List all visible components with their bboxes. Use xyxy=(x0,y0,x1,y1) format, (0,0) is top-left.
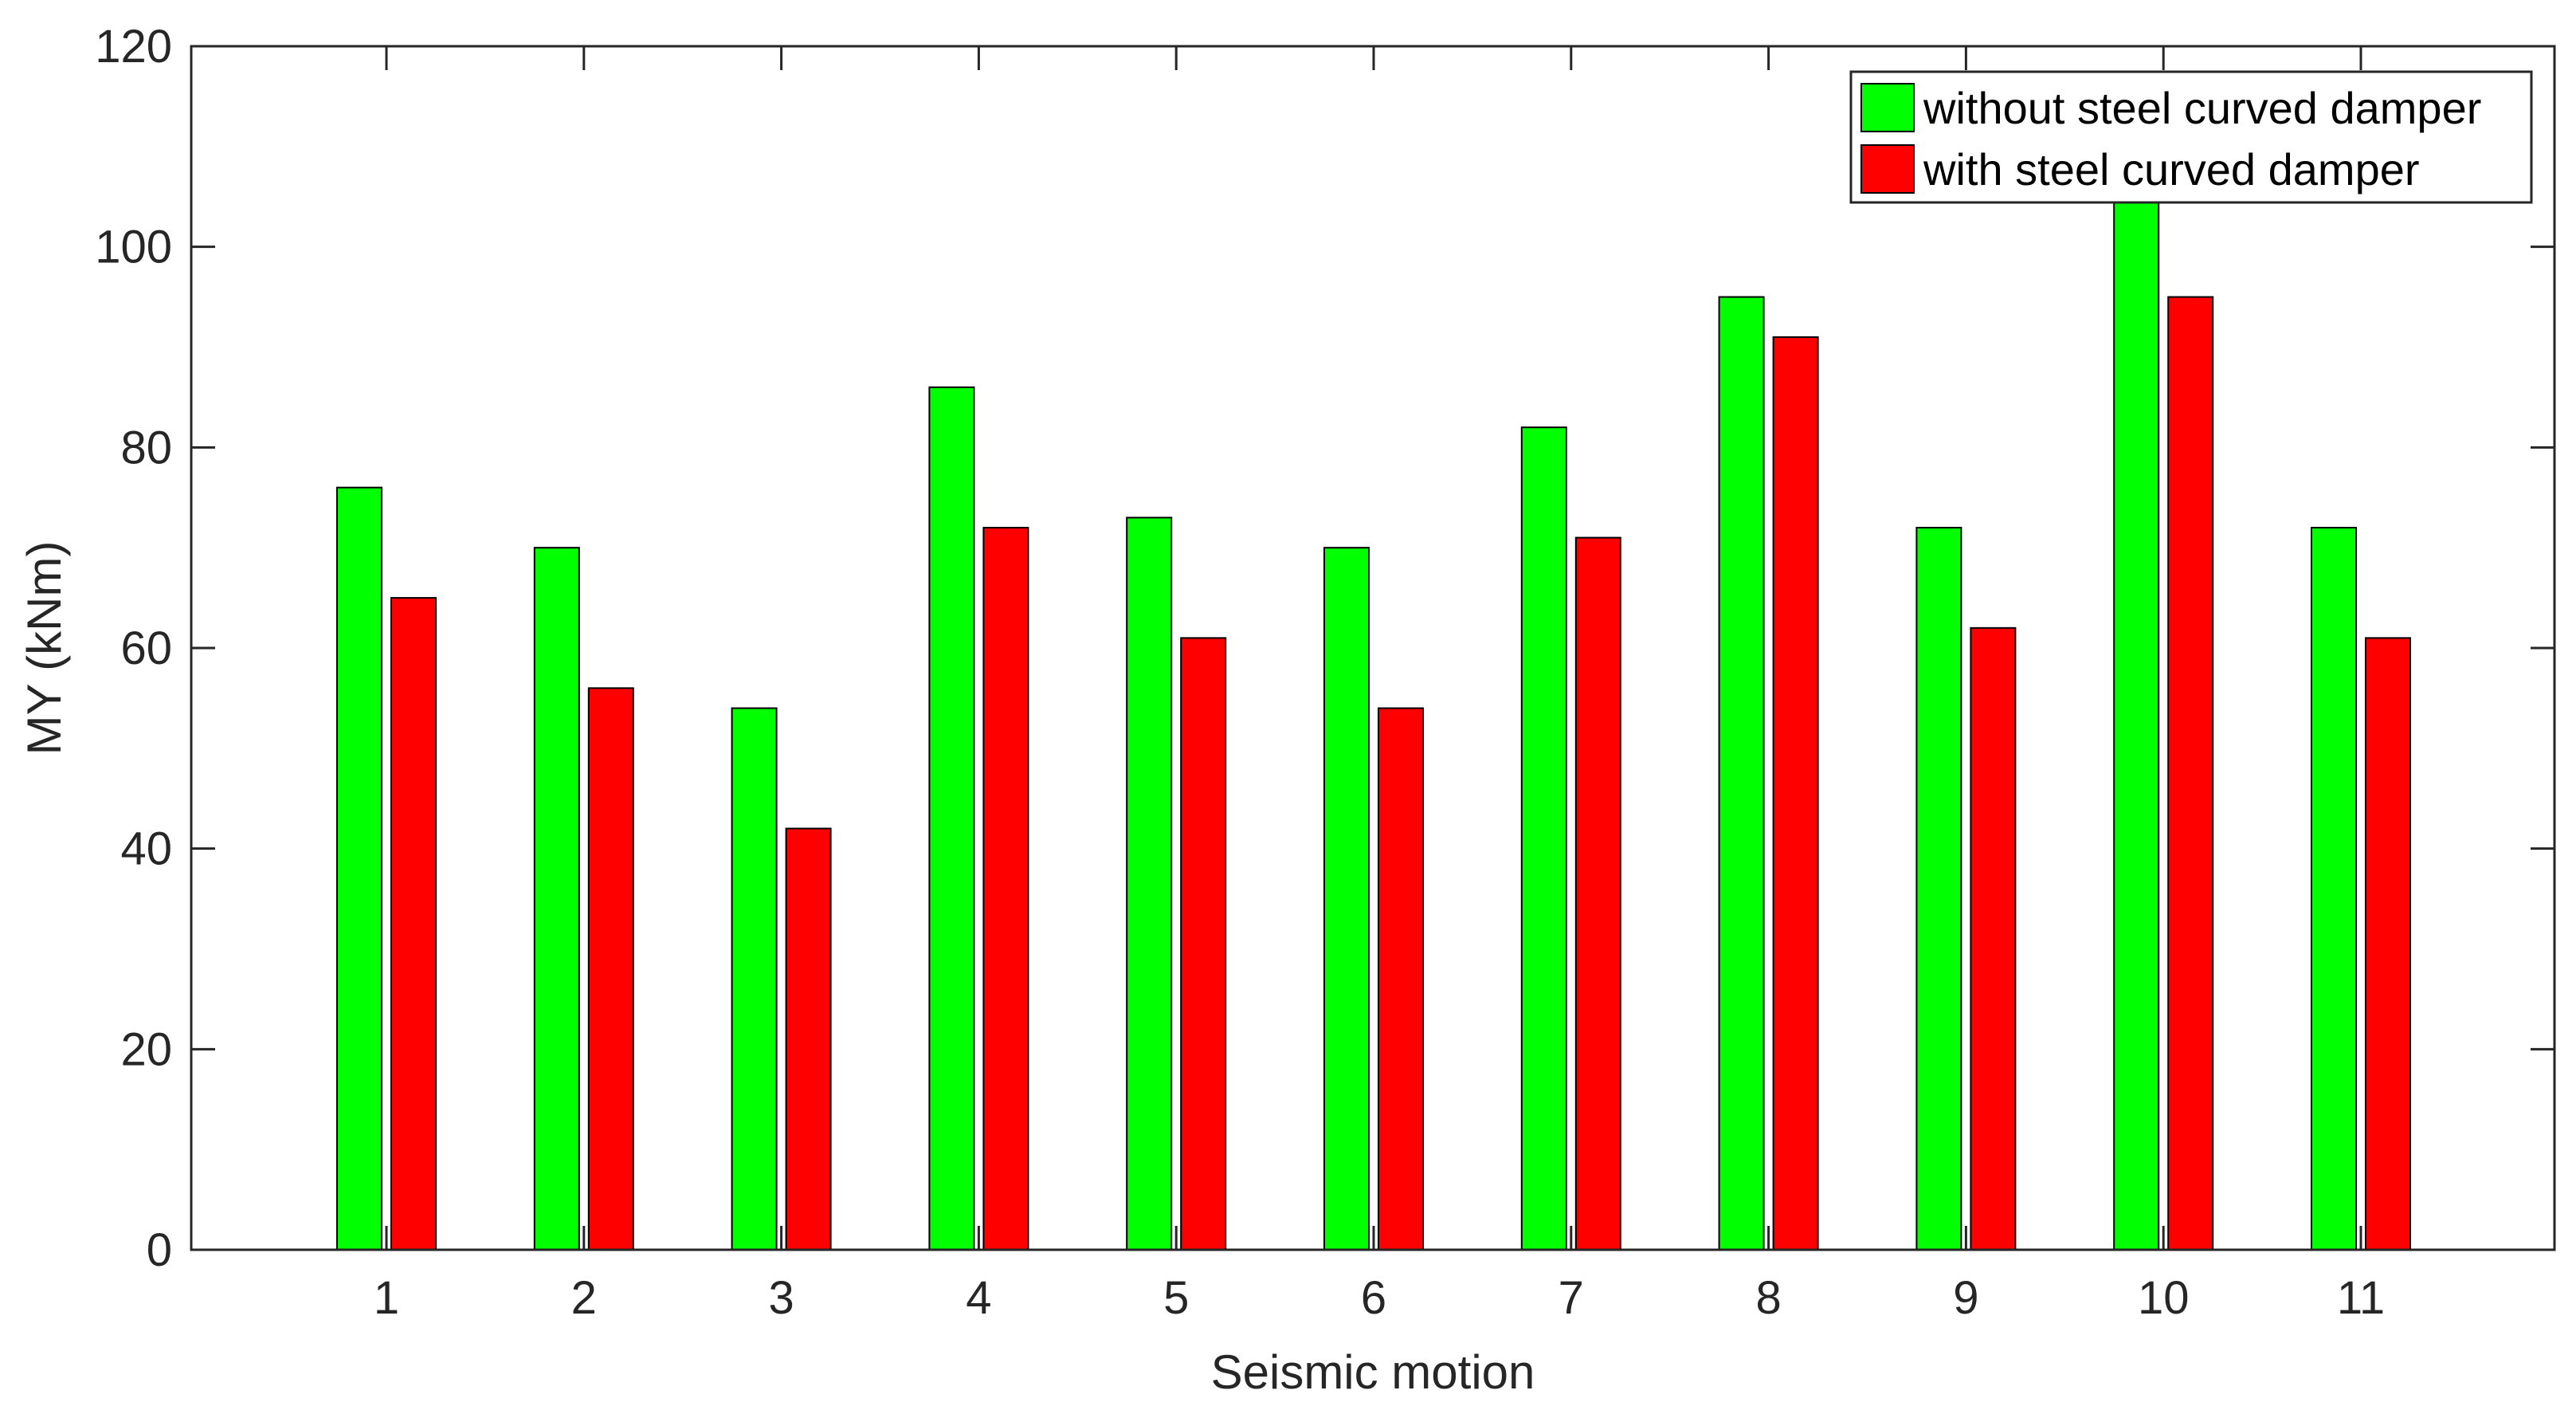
bar-with-damper-1 xyxy=(390,597,437,1251)
bar-without-damper-10 xyxy=(2113,195,2160,1251)
bar-without-damper-9 xyxy=(1915,527,1962,1251)
x-tick-label-8: 8 xyxy=(1755,1272,1781,1324)
bar-without-damper-4 xyxy=(928,386,975,1251)
bar-with-damper-8 xyxy=(1772,336,1819,1251)
x-tick-label-7: 7 xyxy=(1559,1272,1584,1324)
legend-box xyxy=(1849,70,2533,204)
tick-labels-layer: 1 2 3 4 5 6 7 8 9 10 11 0 20 40 60 80 100 120 xyxy=(95,21,2385,1324)
bar-without-damper-11 xyxy=(2311,527,2357,1251)
bar-with-damper-3 xyxy=(785,827,832,1251)
y-axis-title: MY (kNm) xyxy=(18,541,71,756)
y-tick-label-120: 120 xyxy=(95,21,172,73)
legend-label-without-damper: without steel curved damper xyxy=(1923,83,2481,133)
x-tick-label-2: 2 xyxy=(571,1272,597,1324)
bar-without-damper-5 xyxy=(1126,516,1173,1251)
x-tick-label-5: 5 xyxy=(1163,1272,1189,1324)
bar-without-damper-1 xyxy=(336,486,382,1251)
x-tick-label-9: 9 xyxy=(1953,1272,1978,1324)
bar-with-damper-10 xyxy=(2167,296,2214,1251)
bar-with-damper-2 xyxy=(587,687,634,1251)
x-tick-label-4: 4 xyxy=(966,1272,991,1324)
bar-without-damper-8 xyxy=(1718,296,1765,1251)
bar-with-damper-11 xyxy=(2365,637,2411,1251)
x-tick-label-6: 6 xyxy=(1361,1272,1386,1324)
bar-with-damper-9 xyxy=(1970,626,2017,1251)
bars-layer xyxy=(336,195,2411,1251)
bar-without-damper-3 xyxy=(731,707,778,1251)
bar-without-damper-2 xyxy=(533,547,580,1251)
y-tick-label-40: 40 xyxy=(120,823,172,875)
bar-without-damper-6 xyxy=(1323,547,1370,1251)
y-tick-label-80: 80 xyxy=(120,422,172,473)
bar-without-damper-7 xyxy=(1520,426,1567,1251)
y-tick-label-0: 0 xyxy=(147,1224,172,1276)
plot-area xyxy=(191,46,2554,1250)
y-tick-label-100: 100 xyxy=(95,222,172,273)
x-tick-label-11: 11 xyxy=(2337,1272,2385,1324)
legend: without steel curved damper with steel c… xyxy=(1849,70,2533,204)
y-tick-label-60: 60 xyxy=(120,622,172,674)
x-axis-title: Seismic motion xyxy=(1211,1345,1535,1399)
x-tick-label-10: 10 xyxy=(2138,1272,2190,1324)
x-tick-label-1: 1 xyxy=(374,1272,399,1324)
legend-swatch-with-damper xyxy=(1860,144,1915,194)
bar-with-damper-5 xyxy=(1180,637,1227,1251)
bar-with-damper-7 xyxy=(1574,536,1621,1251)
legend-swatch-without-damper xyxy=(1860,83,1915,132)
axes-frame xyxy=(190,45,2556,1251)
legend-label-with-damper: with steel curved damper xyxy=(1923,144,2420,194)
bar-with-damper-4 xyxy=(982,527,1029,1251)
y-tick-label-20: 20 xyxy=(120,1023,172,1075)
bar-with-damper-6 xyxy=(1378,707,1424,1251)
x-tick-label-3: 3 xyxy=(768,1272,794,1324)
